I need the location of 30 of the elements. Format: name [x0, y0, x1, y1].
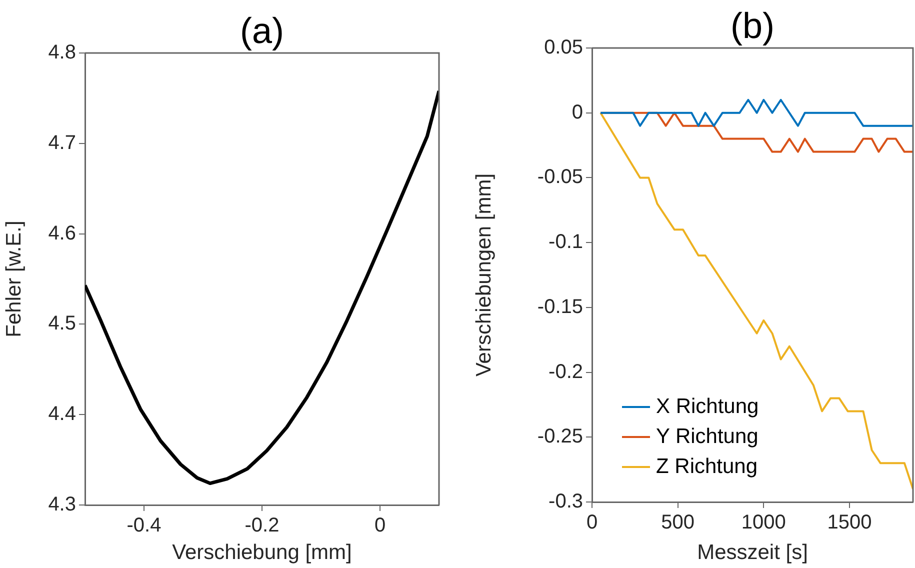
y-tick-label: 0: [572, 101, 583, 124]
x-tick-label: -0.2: [244, 514, 280, 537]
chart-title: (b): [730, 4, 774, 46]
y-tick-label: -0.05: [537, 166, 583, 188]
x-tick-label: 0: [374, 514, 386, 537]
x-tick-label: 1000: [741, 512, 786, 534]
legend-label: Y Richtung: [656, 424, 758, 448]
legend-label: Z Richtung: [656, 454, 758, 478]
x-tick-label: -0.4: [126, 514, 162, 537]
y-tick-label: 4.7: [48, 132, 76, 154]
x-axis-title: Verschiebung [mm]: [172, 541, 352, 564]
x-axis-title: Messzeit [s]: [697, 541, 808, 564]
y-tick-label: -0.3: [548, 490, 583, 513]
y-tick-label: 4.8: [48, 42, 76, 64]
y-tick-label: -0.2: [548, 360, 583, 383]
x-tick-label: 500: [661, 512, 695, 534]
legend-label: X Richtung: [656, 394, 759, 418]
y-tick-label: 4.4: [48, 403, 76, 426]
y-tick-label: 4.6: [48, 222, 76, 244]
x-tick-label: 1500: [827, 512, 872, 534]
y-tick-label: -0.1: [548, 231, 583, 254]
y-tick-label: 0.05: [544, 36, 583, 59]
y-axis-title: Fehler [w.E.]: [2, 220, 26, 338]
y-tick-label: -0.25: [537, 426, 583, 448]
y-tick-label: 4.3: [48, 494, 76, 516]
y-axis-title: Verschiebungen [mm]: [472, 173, 496, 377]
x-tick-label: 0: [586, 512, 598, 534]
chart-title: (a): [240, 10, 284, 51]
y-tick-label: 4.5: [48, 312, 76, 335]
y-tick-label: -0.15: [537, 296, 583, 318]
